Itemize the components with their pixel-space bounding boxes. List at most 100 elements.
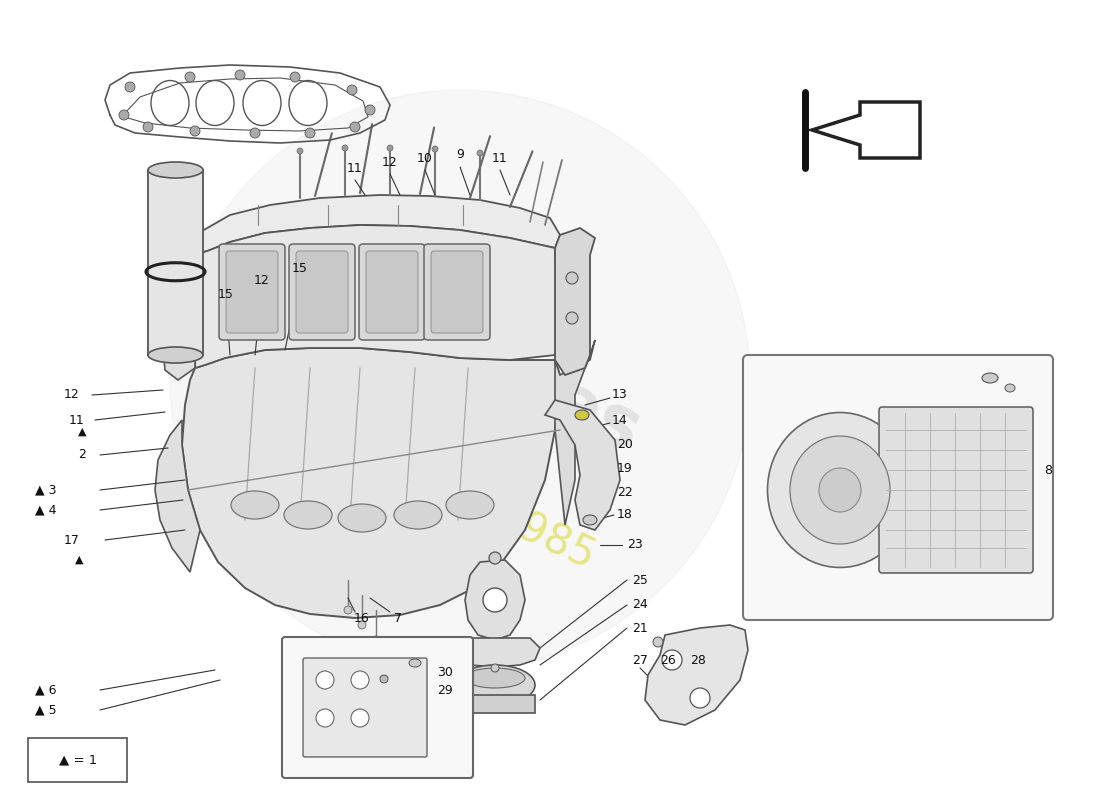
Circle shape: [143, 122, 153, 132]
Circle shape: [305, 128, 315, 138]
Text: 18: 18: [617, 509, 632, 522]
Ellipse shape: [284, 501, 332, 529]
Ellipse shape: [1005, 384, 1015, 392]
Circle shape: [190, 126, 200, 136]
Ellipse shape: [231, 491, 279, 519]
Text: 12: 12: [254, 274, 270, 286]
Text: ▲: ▲: [78, 427, 87, 437]
Text: a passion for parts: a passion for parts: [275, 357, 546, 503]
FancyBboxPatch shape: [296, 251, 348, 333]
Ellipse shape: [148, 162, 204, 178]
Text: 16: 16: [354, 611, 370, 625]
Text: 13: 13: [612, 389, 628, 402]
Text: 23: 23: [627, 538, 642, 551]
Ellipse shape: [768, 413, 913, 567]
Circle shape: [477, 150, 483, 156]
Text: eurospares: eurospares: [208, 212, 651, 468]
Circle shape: [344, 606, 352, 614]
Circle shape: [365, 105, 375, 115]
Text: 12: 12: [382, 155, 398, 169]
Circle shape: [290, 72, 300, 82]
Circle shape: [379, 675, 388, 683]
Circle shape: [491, 664, 499, 672]
FancyBboxPatch shape: [219, 244, 285, 340]
Text: 26: 26: [660, 654, 675, 666]
Circle shape: [387, 145, 393, 151]
Polygon shape: [195, 195, 560, 255]
Circle shape: [346, 85, 358, 95]
Circle shape: [316, 709, 334, 727]
Circle shape: [250, 128, 260, 138]
Polygon shape: [556, 228, 595, 375]
Text: 8: 8: [1044, 463, 1052, 477]
FancyBboxPatch shape: [424, 244, 490, 340]
Polygon shape: [544, 400, 620, 530]
Polygon shape: [182, 348, 560, 618]
Ellipse shape: [575, 410, 589, 420]
Circle shape: [566, 272, 578, 284]
Text: 17: 17: [64, 534, 80, 546]
Text: 10: 10: [417, 151, 433, 165]
Text: 24: 24: [632, 598, 648, 611]
FancyBboxPatch shape: [359, 244, 425, 340]
Text: 14: 14: [612, 414, 628, 426]
Text: 29: 29: [437, 683, 453, 697]
Circle shape: [119, 110, 129, 120]
Text: 12: 12: [64, 389, 80, 402]
FancyBboxPatch shape: [226, 251, 278, 333]
FancyBboxPatch shape: [289, 244, 355, 340]
Text: 25: 25: [632, 574, 648, 586]
Text: 7: 7: [394, 611, 402, 625]
Text: 19: 19: [617, 462, 632, 474]
Bar: [148, 170, 204, 355]
FancyBboxPatch shape: [28, 738, 126, 782]
FancyBboxPatch shape: [879, 407, 1033, 573]
Circle shape: [690, 688, 710, 708]
Circle shape: [566, 312, 578, 324]
Ellipse shape: [790, 436, 890, 544]
Circle shape: [342, 145, 348, 151]
FancyBboxPatch shape: [742, 355, 1053, 620]
Text: 28: 28: [690, 654, 706, 666]
Text: ▲ 3: ▲ 3: [35, 483, 56, 497]
Circle shape: [350, 122, 360, 132]
Text: 9: 9: [456, 149, 464, 162]
Polygon shape: [195, 225, 560, 368]
Text: ▲ 6: ▲ 6: [35, 683, 56, 697]
Text: 20: 20: [617, 438, 632, 451]
Ellipse shape: [446, 491, 494, 519]
Text: 2: 2: [78, 449, 86, 462]
Polygon shape: [170, 90, 750, 670]
FancyBboxPatch shape: [431, 251, 483, 333]
Polygon shape: [556, 340, 595, 525]
Polygon shape: [450, 638, 540, 667]
Text: 11: 11: [492, 151, 508, 165]
Circle shape: [351, 671, 369, 689]
Text: ▲ 5: ▲ 5: [35, 703, 56, 717]
Text: 21: 21: [632, 622, 648, 634]
Circle shape: [185, 72, 195, 82]
FancyBboxPatch shape: [302, 658, 427, 757]
Circle shape: [125, 82, 135, 92]
Circle shape: [490, 552, 500, 564]
Ellipse shape: [338, 504, 386, 532]
Text: ▲ = 1: ▲ = 1: [59, 754, 97, 766]
Text: ▲ 4: ▲ 4: [35, 503, 56, 517]
FancyBboxPatch shape: [282, 637, 473, 778]
Text: 11: 11: [348, 162, 363, 174]
Polygon shape: [465, 560, 525, 640]
Ellipse shape: [820, 468, 861, 512]
Circle shape: [653, 637, 663, 647]
Circle shape: [235, 70, 245, 80]
Text: ▲: ▲: [75, 555, 84, 565]
Text: 15: 15: [293, 262, 308, 274]
Circle shape: [316, 671, 334, 689]
Text: 30: 30: [437, 666, 453, 678]
Ellipse shape: [394, 501, 442, 529]
Circle shape: [358, 621, 366, 629]
Circle shape: [432, 146, 438, 152]
Circle shape: [297, 148, 302, 154]
Bar: [455, 695, 535, 713]
Polygon shape: [155, 420, 200, 572]
Ellipse shape: [455, 665, 535, 705]
